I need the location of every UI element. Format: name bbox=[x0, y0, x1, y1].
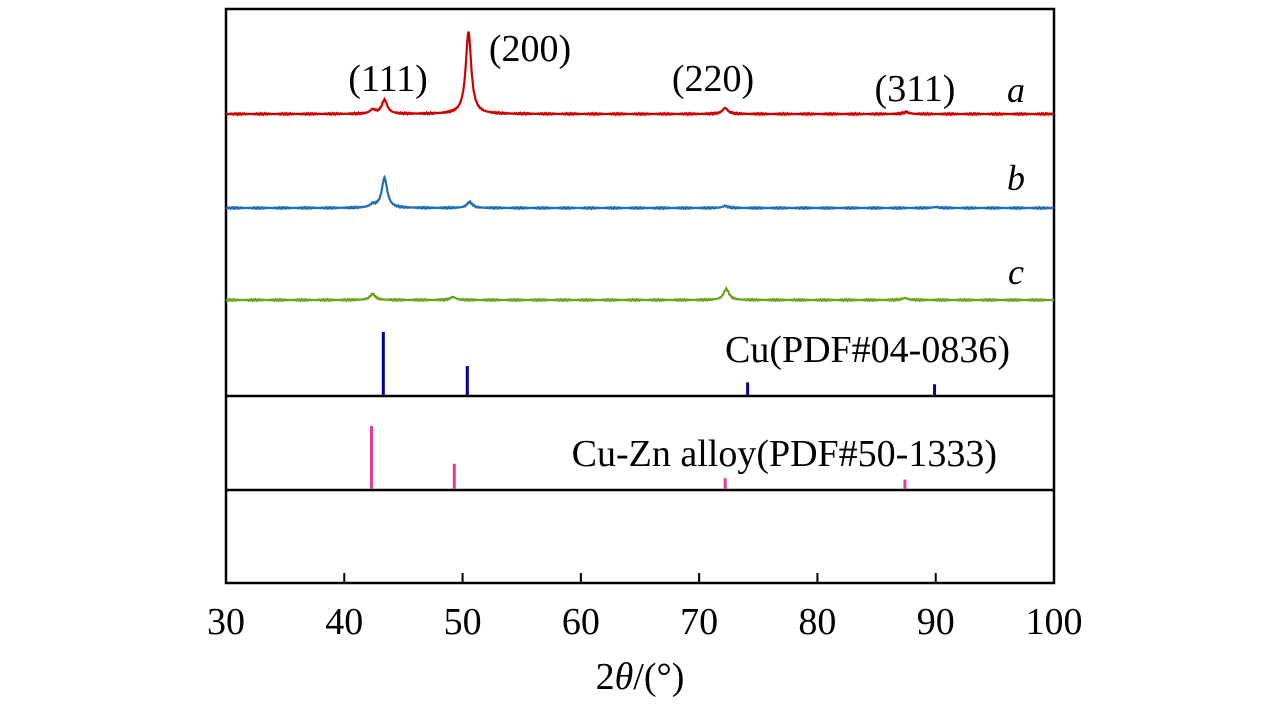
series-line-b bbox=[225, 174, 1055, 211]
x-axis-title-prefix: 2 bbox=[596, 656, 615, 698]
annotation-220: (220) bbox=[672, 58, 754, 100]
x-axis-ticks: 30 40 50 60 70 80 90 100 bbox=[207, 573, 1083, 643]
x-tick-label-100: 100 bbox=[1026, 601, 1083, 643]
series-layer bbox=[225, 31, 1055, 303]
x-tick-label-90: 90 bbox=[917, 601, 955, 643]
plot-frame-group bbox=[224, 7, 1056, 585]
x-tick-label-30: 30 bbox=[207, 601, 245, 643]
annotation-111: (111) bbox=[348, 58, 428, 100]
x-tick-label-40: 40 bbox=[325, 601, 363, 643]
x-tick-label-70: 70 bbox=[680, 601, 718, 643]
plot-frame bbox=[224, 7, 1056, 585]
reference-layer bbox=[369, 332, 937, 489]
x-axis-title-symbol: θ bbox=[615, 656, 634, 698]
reference-label-cu: Cu(PDF#04-0836) bbox=[725, 329, 1010, 371]
series-line-c bbox=[225, 285, 1055, 303]
series-label-a: a bbox=[1007, 70, 1025, 110]
x-tick-label-50: 50 bbox=[444, 601, 482, 643]
annotation-311: (311) bbox=[875, 68, 956, 110]
x-tick-label-80: 80 bbox=[798, 601, 836, 643]
series-label-c: c bbox=[1008, 252, 1024, 292]
x-axis-title-suffix: /(°) bbox=[633, 656, 684, 698]
series-line-a bbox=[225, 31, 1055, 117]
annotation-200: (200) bbox=[489, 28, 571, 70]
series-label-b: b bbox=[1007, 158, 1025, 198]
x-tick-label-60: 60 bbox=[562, 601, 600, 643]
reference-label-cuzn: Cu-Zn alloy(PDF#50-1333) bbox=[572, 433, 997, 475]
x-axis-title: 2θ/(°) bbox=[596, 656, 685, 698]
